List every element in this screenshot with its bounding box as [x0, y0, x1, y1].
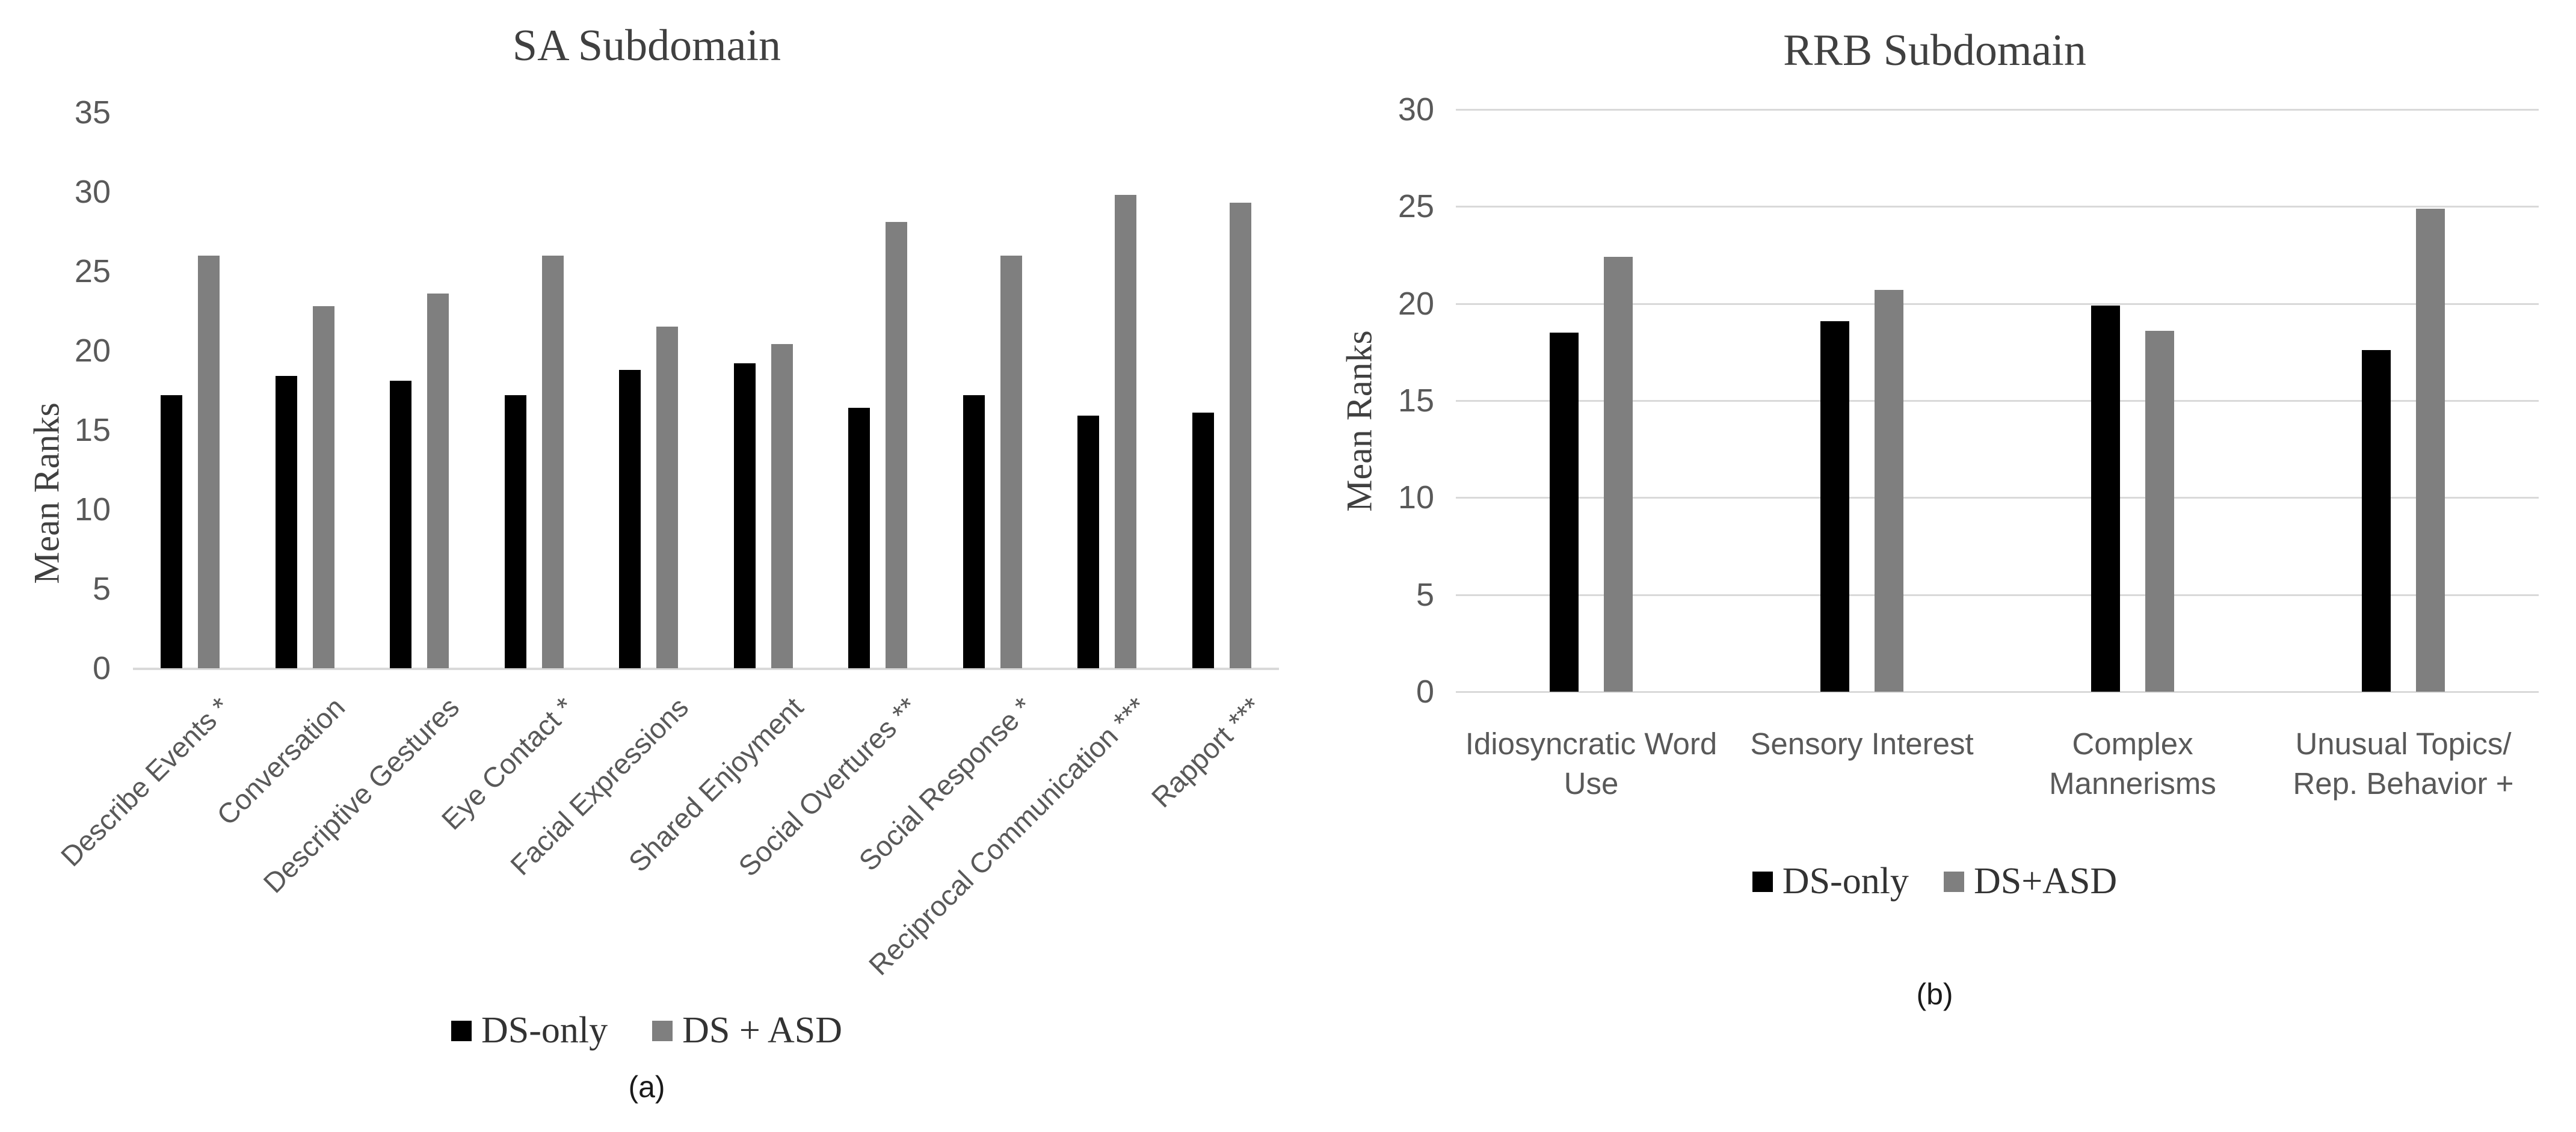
ds-only-swatch: [1752, 871, 1773, 892]
bar-ds-only-rapport: [1192, 413, 1214, 668]
x-label-idiosyncratic-word-use: Idiosyncratic Word Use: [1465, 727, 1718, 801]
bar-ds-asd-sensory-interest: [1875, 290, 1903, 692]
rrb-legend-label-ds-only: DS-only: [1782, 861, 1909, 902]
bar-ds-only-eye-contact: [504, 395, 526, 668]
gridline-30: [1456, 109, 2539, 111]
y-tick-10: 10: [74, 491, 111, 528]
x-axis-line: [1456, 691, 2539, 693]
bar-ds-asd-social-overtures: [886, 222, 908, 668]
y-tick-0: 0: [92, 650, 111, 686]
bar-ds-asd-social-response: [1000, 256, 1022, 668]
bar-ds-asd-descriptive-gestures: [427, 294, 449, 668]
y-tick-10: 10: [1397, 479, 1434, 516]
bar-ds-only-unusual-topics-rep-behavior: [2362, 350, 2391, 692]
bar-ds-asd-rapport: [1229, 203, 1251, 668]
y-tick-30: 30: [74, 174, 111, 210]
ds-asd-swatch: [1943, 871, 1964, 892]
sa-legend-item-ds-only: DS-only: [451, 1009, 608, 1052]
gridline-5: [1456, 594, 2539, 596]
bar-ds-only-sensory-interest: [1820, 321, 1849, 692]
rrb-legend-item-ds-asd: DS+ASD: [1943, 860, 2118, 903]
bar-ds-asd-unusual-topics-rep-behavior: [2416, 209, 2445, 692]
ds-only-swatch: [451, 1020, 472, 1041]
caption-a: (a): [628, 1070, 665, 1104]
gridline-25: [1456, 206, 2539, 208]
y-tick-0: 0: [1416, 674, 1434, 710]
rrb-legend: DS-only DS+ASD: [1293, 860, 2576, 903]
bar-ds-only-social-response: [963, 395, 985, 668]
y-tick-15: 15: [1397, 383, 1434, 419]
x-label-unusual-topics-rep-behavior: Unusual Topics/ Rep. Behavior +: [2293, 727, 2514, 801]
y-tick-20: 20: [1397, 285, 1434, 322]
x-axis-line: [133, 668, 1279, 670]
y-tick-5: 5: [1416, 576, 1434, 613]
rrb-legend-label-ds-asd: DS+ASD: [1973, 861, 2118, 902]
bar-ds-only-conversation: [275, 376, 297, 668]
y-tick-30: 30: [1397, 91, 1434, 128]
rrb-chart-title: RRB Subdomain: [1783, 26, 2086, 75]
bar-ds-asd-shared-enjoyment: [771, 344, 793, 668]
gridline-20: [1456, 303, 2539, 305]
sa-legend-item-ds-asd: DS + ASD: [652, 1009, 842, 1052]
bar-ds-asd-complex-mannerisms: [2145, 331, 2174, 692]
sa-legend-label-ds-only: DS-only: [481, 1010, 608, 1051]
bar-ds-asd-reciprocal-communication: [1115, 195, 1137, 668]
bar-ds-only-shared-enjoyment: [733, 363, 756, 668]
bar-ds-asd-idiosyncratic-word-use: [1604, 257, 1633, 692]
y-tick-15: 15: [74, 412, 111, 448]
gridline-10: [1456, 497, 2539, 499]
rrb-legend-item-ds-only: DS-only: [1752, 860, 1909, 903]
bar-ds-only-describe-events: [161, 395, 183, 668]
bar-ds-only-complex-mannerisms: [2091, 306, 2120, 692]
sa-legend: DS-only DS + ASD: [0, 1009, 1293, 1052]
y-tick-25: 25: [1397, 188, 1434, 225]
x-label-sensory-interest: Sensory Interest: [1750, 727, 1974, 761]
bar-ds-asd-describe-events: [198, 256, 220, 668]
bar-ds-asd-eye-contact: [541, 256, 564, 668]
bar-ds-only-reciprocal-communication: [1077, 416, 1100, 668]
y-tick-20: 20: [74, 333, 111, 369]
bar-ds-asd-conversation: [312, 306, 334, 668]
ds-asd-swatch: [652, 1020, 673, 1041]
bar-ds-only-social-overtures: [848, 408, 870, 668]
y-tick-25: 25: [74, 253, 111, 289]
bar-ds-asd-facial-expressions: [656, 327, 679, 668]
caption-b: (b): [1916, 977, 1953, 1011]
bar-ds-only-facial-expressions: [619, 370, 641, 668]
x-label-complex-mannerisms: Complex Mannerisms: [2049, 727, 2216, 801]
sa-legend-label-ds-asd: DS + ASD: [682, 1010, 842, 1051]
bar-ds-only-idiosyncratic-word-use: [1550, 333, 1579, 692]
sa-chart-title: SA Subdomain: [512, 21, 781, 70]
gridline-15: [1456, 400, 2539, 402]
y-tick-5: 5: [92, 571, 111, 607]
bar-ds-only-descriptive-gestures: [390, 381, 412, 668]
y-tick-35: 35: [74, 94, 111, 131]
